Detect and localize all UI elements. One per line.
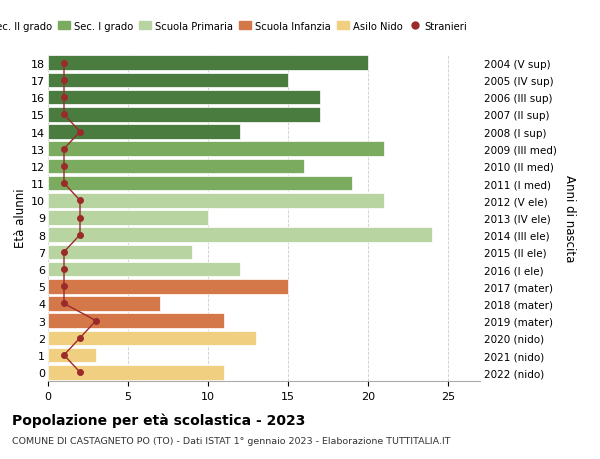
Bar	[48, 365, 224, 380]
Y-axis label: Età alunni: Età alunni	[14, 188, 27, 248]
Legend: Sec. II grado, Sec. I grado, Scuola Primaria, Scuola Infanzia, Asilo Nido, Stran: Sec. II grado, Sec. I grado, Scuola Prim…	[0, 18, 472, 36]
Bar	[48, 194, 384, 208]
Bar	[48, 142, 384, 157]
Bar	[48, 91, 320, 105]
Bar	[48, 56, 368, 71]
Bar	[48, 108, 320, 123]
Bar	[48, 280, 288, 294]
Text: Popolazione per età scolastica - 2023: Popolazione per età scolastica - 2023	[12, 413, 305, 428]
Bar	[48, 313, 224, 328]
Y-axis label: Anni di nascita: Anni di nascita	[563, 174, 577, 262]
Bar	[48, 331, 256, 345]
Bar	[48, 125, 240, 140]
Bar	[48, 297, 160, 311]
Bar	[48, 211, 208, 225]
Text: COMUNE DI CASTAGNETO PO (TO) - Dati ISTAT 1° gennaio 2023 - Elaborazione TUTTITA: COMUNE DI CASTAGNETO PO (TO) - Dati ISTA…	[12, 436, 451, 445]
Bar	[48, 245, 192, 260]
Bar	[48, 176, 352, 191]
Bar	[48, 73, 288, 88]
Bar	[48, 228, 432, 242]
Bar	[48, 159, 304, 174]
Bar	[48, 262, 240, 277]
Bar	[48, 348, 96, 363]
